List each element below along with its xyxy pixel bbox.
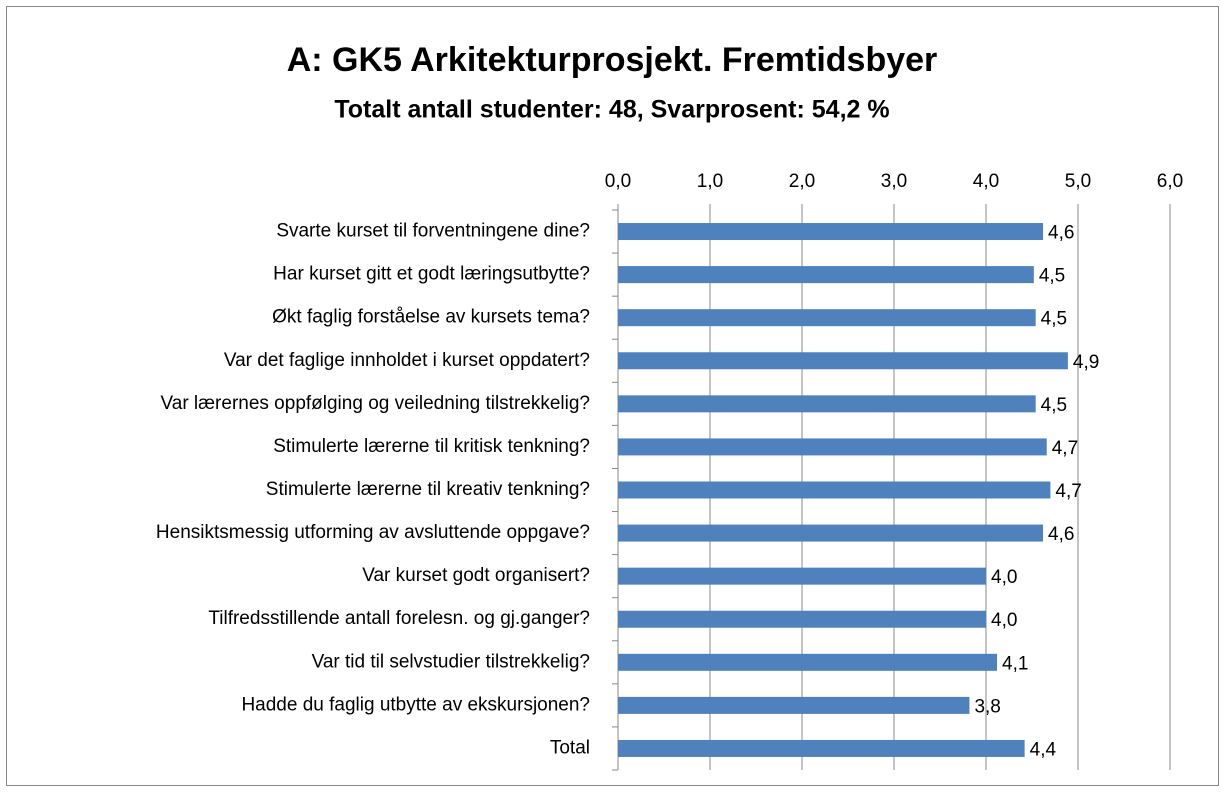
value-label: 4,1 [1002,653,1028,674]
bar [618,223,1044,241]
bar [618,481,1051,499]
bar [618,438,1047,456]
value-label: 4,0 [991,567,1017,588]
value-label: 3,8 [974,696,1000,717]
y-tick-label: Var kurset godt organisert? [362,565,590,586]
x-tick-label: 4,0 [973,171,999,192]
y-tick-label: Stimulerte lærerne til kritisk tenkning? [273,436,590,457]
value-label: 4,6 [1048,524,1074,545]
bar [618,266,1034,284]
y-tick-label: Var lærernes oppfølging og veiledning ti… [161,393,591,414]
bar [618,610,986,628]
x-tick-label: 1,0 [697,171,723,192]
bar [618,739,1025,757]
bar [618,653,998,671]
x-tick-label: 2,0 [789,171,815,192]
bar [618,567,986,585]
bar [618,524,1044,542]
value-label: 4,6 [1048,223,1074,244]
y-tick-label: Var tid til selvstudier tilstrekkelig? [312,651,590,672]
value-label: 4,7 [1052,438,1078,459]
bar [618,352,1068,370]
value-label: 4,5 [1039,266,1065,287]
bar [618,309,1036,327]
y-tick-label: Hensiktsmessig utforming av avsluttende … [156,522,590,543]
x-tick-label: 0,0 [605,171,631,192]
value-label: 4,5 [1041,395,1067,416]
y-tick-label: Har kurset gitt et godt læringsutbytte? [273,264,590,285]
value-label: 4,0 [991,610,1017,631]
y-tick-label: Økt faglig forståelse av kursets tema? [272,307,590,328]
value-label: 4,4 [1030,739,1057,760]
x-tick-label: 5,0 [1065,171,1091,192]
value-label: 4,7 [1055,481,1081,502]
y-tick-label: Stimulerte lærerne til kreativ tenkning? [266,479,590,500]
bar [618,395,1036,413]
y-tick-label: Hadde du faglig utbytte av ekskursjonen? [241,694,590,715]
chart-subtitle: Totalt antall studenter: 48, Svarprosent… [334,96,889,124]
y-tick-label: Var det faglige innholdet i kurset oppda… [224,350,590,371]
y-tick-label: Total [550,737,590,758]
bar [618,696,970,714]
value-label: 4,5 [1041,309,1067,330]
x-tick-label: 3,0 [881,171,907,192]
value-label: 4,9 [1073,352,1099,373]
x-tick-label: 6,0 [1157,171,1183,192]
chart-title: A: GK5 Arkitekturprosjekt. Fremtidsbyer [287,41,938,79]
y-tick-label: Tilfredsstillende antall forelesn. og gj… [208,608,590,629]
y-tick-label: Svarte kurset til forventningene dine? [276,221,590,242]
